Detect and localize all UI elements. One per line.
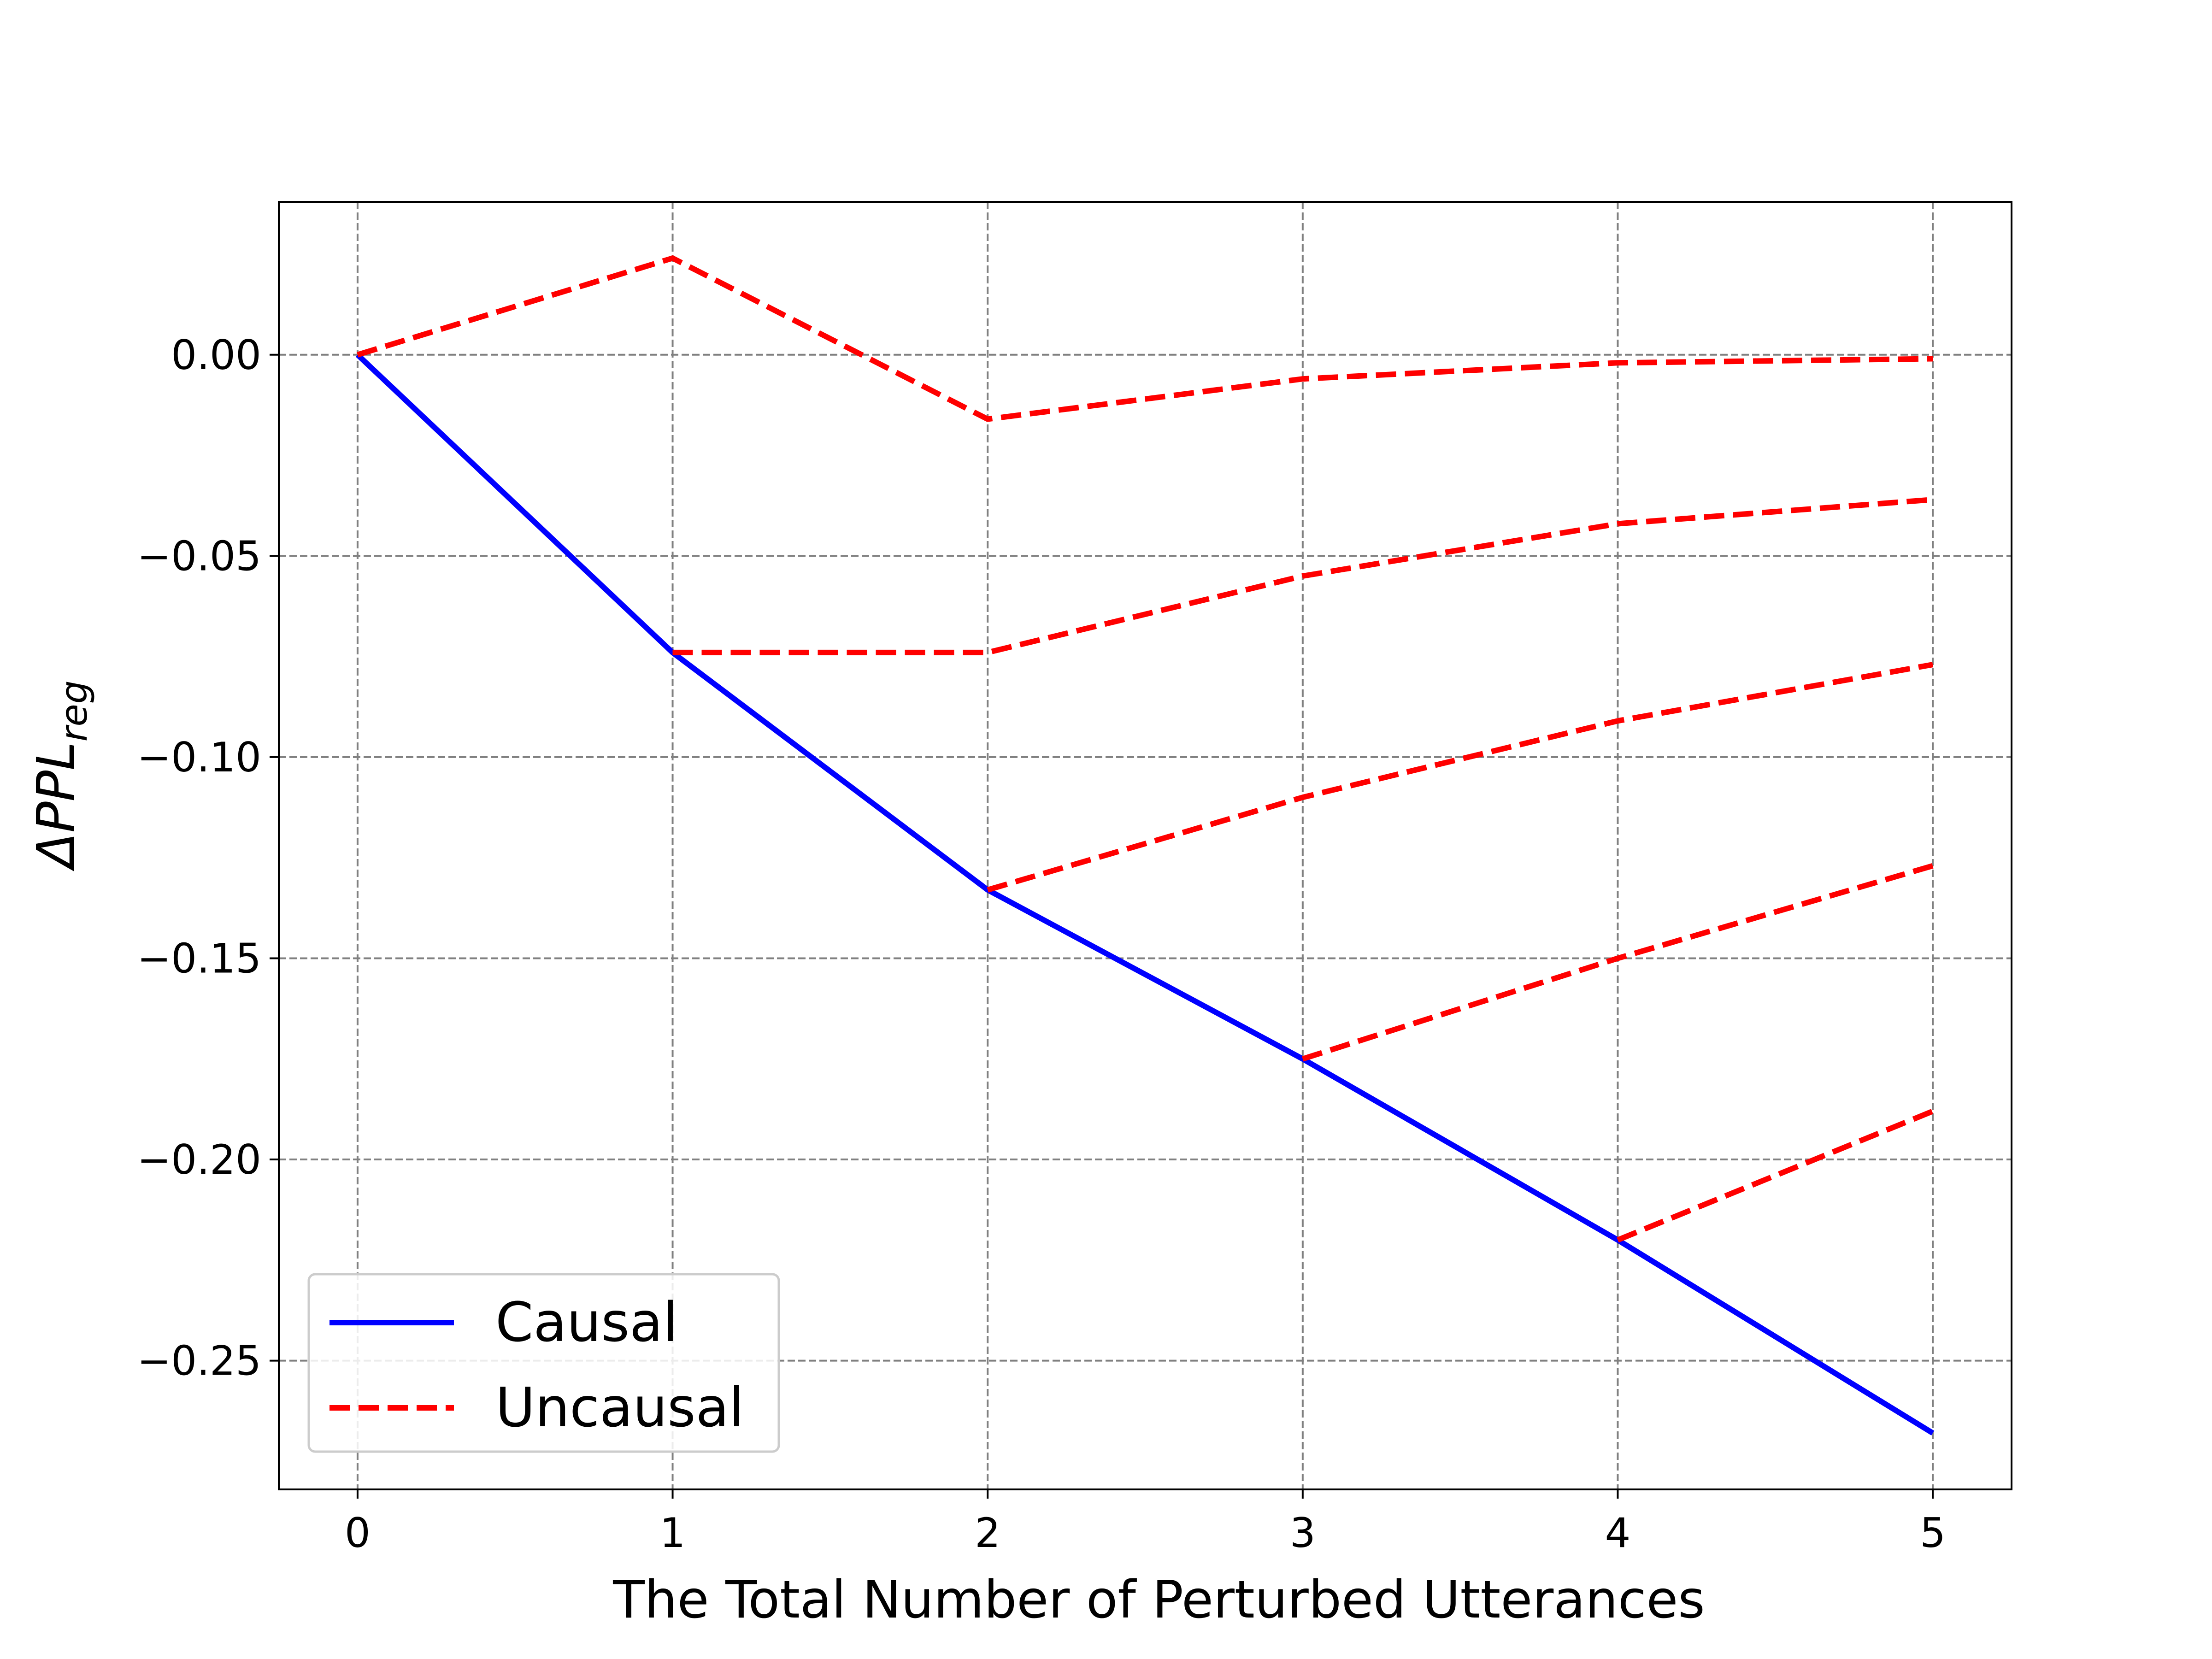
legend: Causal Uncausal [307,1273,780,1453]
uncausal-line-4 [1301,863,1934,1062]
uncausal-line-3 [987,662,1934,893]
x-tick-label: 2 [975,1509,1000,1557]
y-tick-label: −0.25 [137,1337,261,1385]
plot-frame [278,201,2012,1490]
x-axis-ticks: 0 1 2 3 4 5 [345,1489,1946,1557]
uncausal-line-2 [672,497,1933,655]
x-axis-label: The Total Number of Perturbed Utterances [612,1570,1705,1630]
series-lines [355,255,1935,1435]
x-tick-label: 1 [660,1509,686,1557]
x-tick-label: 5 [1920,1509,1946,1557]
y-axis-ticks: 0.00 −0.05 −0.10 −0.15 −0.20 −0.25 [137,331,279,1385]
legend-label-uncausal: Uncausal [495,1376,744,1439]
x-tick-label: 4 [1605,1509,1630,1557]
y-axis-label-subscript: reg [53,681,95,742]
y-tick-label: −0.20 [137,1136,261,1183]
y-tick-label: −0.10 [137,734,261,781]
y-axis-label: ΔPPLreg [26,681,95,872]
x-tick-label: 0 [345,1509,371,1557]
y-tick-label: 0.00 [171,331,261,379]
x-tick-label: 3 [1290,1509,1316,1557]
uncausal-line-1 [357,255,1933,422]
legend-label-causal: Causal [495,1290,678,1354]
y-tick-label: −0.15 [137,935,261,982]
y-tick-label: −0.05 [137,532,261,580]
causal-line-0 [355,353,1935,1435]
y-axis-label-main: ΔPPL [26,741,86,871]
